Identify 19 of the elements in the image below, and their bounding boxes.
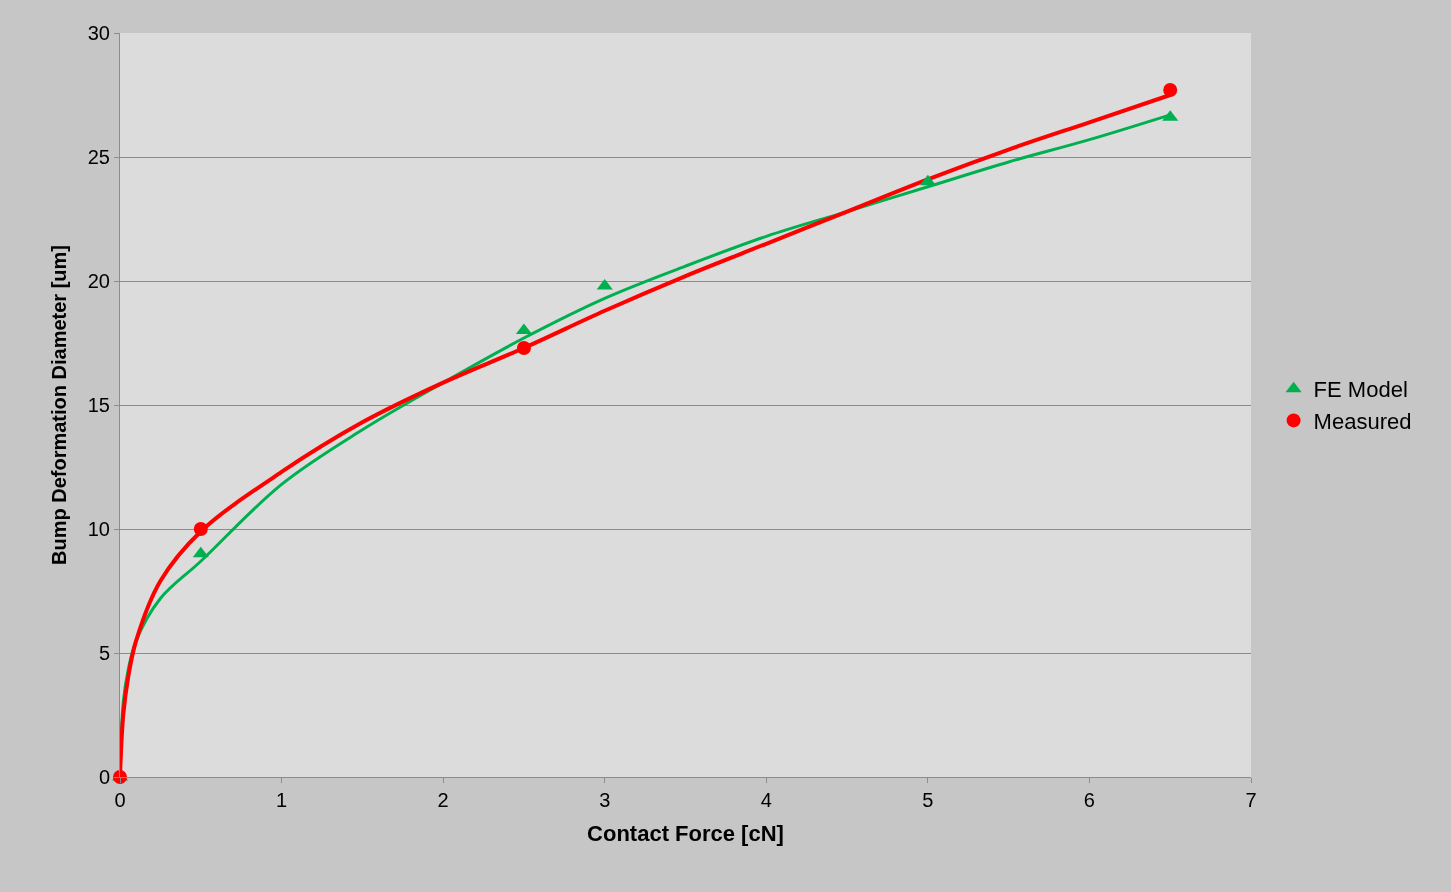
y-tick-label: 20	[87, 270, 110, 292]
x-tick-label: 7	[1245, 789, 1257, 811]
y-tick-label: 25	[87, 146, 110, 168]
x-tick-label: 3	[599, 789, 611, 811]
y-tick-label: 0	[98, 766, 110, 788]
y-tick-label: 5	[98, 642, 110, 664]
legend-label: Measured	[1313, 408, 1412, 434]
x-tick-label: 2	[437, 789, 449, 811]
y-tick-label: 10	[87, 518, 110, 540]
x-tick-label: 5	[922, 789, 934, 811]
x-tick-label: 4	[760, 789, 772, 811]
x-tick-label: 0	[114, 789, 126, 811]
y-axis-title: Bump Deformation Diameter [um]	[48, 244, 71, 566]
y-tick-label: 15	[87, 394, 110, 416]
x-tick-label: 1	[276, 789, 288, 811]
x-axis-title: Contact Force [cN]	[587, 820, 784, 846]
x-tick-label: 6	[1083, 789, 1095, 811]
y-tick-label: 30	[87, 22, 110, 44]
legend-label: FE Model	[1313, 377, 1408, 403]
